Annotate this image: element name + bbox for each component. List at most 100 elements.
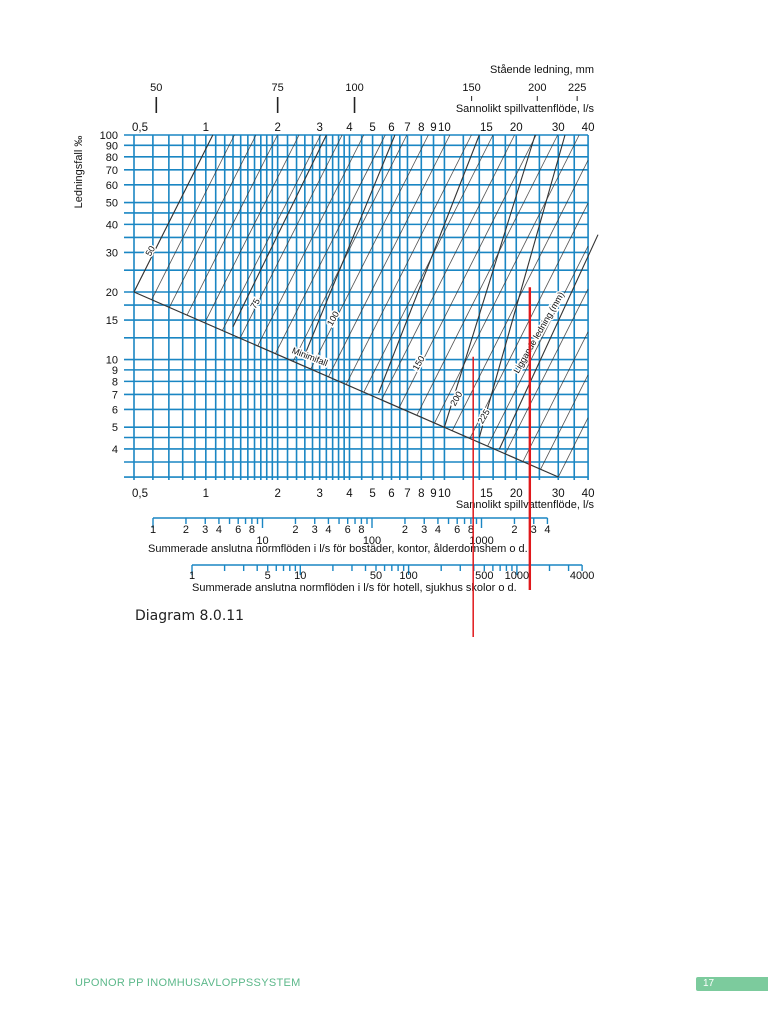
svg-text:80: 80 [106, 152, 118, 164]
capacity-guide-line [451, 160, 589, 431]
svg-text:9: 9 [112, 365, 118, 377]
svg-text:0,5: 0,5 [132, 488, 148, 500]
svg-text:100: 100 [363, 535, 381, 547]
capacity-guide-line [310, 134, 429, 370]
footer-title: UPONOR PP INOMHUSAVLOPPSSYSTEM [75, 977, 301, 989]
svg-text:15: 15 [480, 488, 493, 500]
series-150 [378, 134, 480, 394]
svg-text:3: 3 [421, 524, 427, 536]
page-number: 17 [696, 977, 768, 991]
svg-text:500: 500 [475, 570, 493, 582]
svg-text:10: 10 [438, 122, 451, 134]
svg-text:5: 5 [369, 122, 375, 134]
svg-text:8: 8 [112, 376, 118, 388]
svg-text:7: 7 [404, 122, 410, 134]
svg-text:8: 8 [249, 524, 255, 536]
capacity-guide-line [522, 331, 589, 462]
svg-text:50: 50 [150, 82, 162, 94]
capacity-guide-line [151, 134, 235, 300]
svg-text:4: 4 [112, 444, 118, 456]
svg-text:15: 15 [106, 315, 118, 327]
svg-text:6: 6 [235, 524, 241, 536]
svg-text:40: 40 [106, 219, 118, 231]
capacity-guide-line [434, 134, 580, 424]
highlight-lines [472, 287, 532, 637]
svg-text:6: 6 [388, 122, 394, 134]
svg-text:50: 50 [370, 570, 382, 582]
horizontal-grid [124, 134, 588, 478]
svg-text:1: 1 [203, 122, 209, 134]
svg-text:2: 2 [511, 524, 517, 536]
svg-text:3: 3 [202, 524, 208, 536]
svg-text:40: 40 [582, 122, 595, 134]
svg-text:3: 3 [531, 524, 537, 536]
svg-text:1: 1 [203, 488, 209, 500]
svg-text:20: 20 [510, 488, 523, 500]
svg-text:30: 30 [106, 247, 118, 259]
series-100 [304, 134, 396, 356]
svg-text:7: 7 [112, 389, 118, 401]
svg-text:10: 10 [106, 355, 118, 367]
svg-text:4: 4 [216, 524, 222, 536]
series-225 [478, 134, 566, 438]
capacity-guide-line [239, 134, 343, 339]
svg-text:8: 8 [418, 488, 424, 500]
capacity-guide-line [168, 134, 257, 308]
svg-text:4: 4 [544, 524, 550, 536]
svg-text:10: 10 [256, 535, 268, 547]
svg-text:225: 225 [568, 82, 586, 94]
svg-text:1: 1 [150, 524, 156, 536]
capacity-guide-line [222, 134, 321, 331]
capacity-guide-line [504, 288, 589, 455]
svg-text:20: 20 [106, 287, 118, 299]
svg-text:2: 2 [292, 524, 298, 536]
capacity-guide-line [257, 134, 365, 347]
capacity-guide-line [345, 134, 472, 385]
svg-text:5: 5 [265, 570, 271, 582]
curve-label: 200 [448, 390, 464, 408]
capacity-guide-line [275, 134, 386, 354]
svg-text:6: 6 [112, 404, 118, 416]
svg-text:1000: 1000 [505, 570, 529, 582]
svg-text:100: 100 [399, 570, 417, 582]
svg-text:60: 60 [106, 180, 118, 192]
capacity-guide-line [487, 245, 589, 447]
svg-text:30: 30 [552, 488, 565, 500]
svg-text:8: 8 [468, 524, 474, 536]
svg-text:4: 4 [435, 524, 441, 536]
svg-text:9: 9 [430, 488, 436, 500]
svg-text:6: 6 [454, 524, 460, 536]
svg-text:1000: 1000 [469, 535, 493, 547]
capacity-guide-line [186, 134, 278, 316]
svg-text:Stående ledning, mm: Stående ledning, mm [490, 64, 594, 76]
svg-text:90: 90 [106, 140, 118, 152]
svg-text:20: 20 [510, 122, 523, 134]
capacity-guide-line [204, 134, 300, 324]
svg-text:Ledningsfall ‰: Ledningsfall ‰ [73, 136, 85, 209]
series-200 [443, 134, 536, 428]
svg-text:5: 5 [112, 422, 118, 434]
svg-text:7: 7 [404, 488, 410, 500]
svg-text:Sannolikt spillvattenflöde, l/: Sannolikt spillvattenflöde, l/s [456, 499, 595, 511]
capacity-guide-line [292, 134, 408, 362]
curve-label: 50 [143, 244, 157, 258]
svg-text:40: 40 [582, 488, 595, 500]
svg-text:100: 100 [345, 82, 363, 94]
pipe-curves [133, 134, 599, 478]
svg-text:Sannolikt spillvattenflöde, l/: Sannolikt spillvattenflöde, l/s [456, 103, 595, 115]
svg-text:2: 2 [183, 524, 189, 536]
svg-text:8: 8 [418, 122, 424, 134]
capacity-guide-line [363, 134, 494, 393]
svg-text:2: 2 [274, 488, 280, 500]
svg-text:50: 50 [106, 198, 118, 210]
svg-text:2: 2 [402, 524, 408, 536]
series-liggande-ledning-mm- [498, 234, 599, 450]
svg-text:1: 1 [189, 570, 195, 582]
vertical-grid [133, 135, 589, 480]
svg-text:4000: 4000 [570, 570, 594, 582]
svg-text:6: 6 [345, 524, 351, 536]
svg-text:3: 3 [316, 488, 322, 500]
svg-text:100: 100 [100, 130, 118, 142]
svg-text:6: 6 [388, 488, 394, 500]
